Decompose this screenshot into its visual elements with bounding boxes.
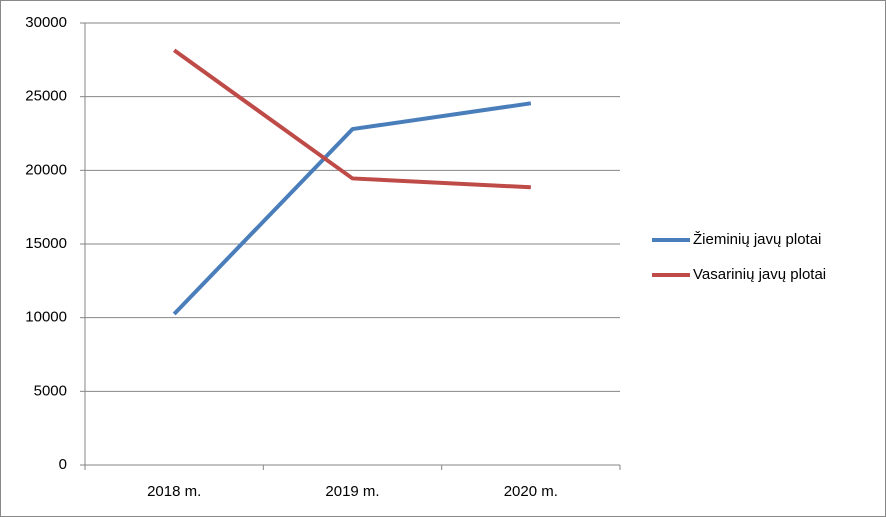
legend-label: Žieminių javų plotai	[693, 231, 821, 248]
y-tick-label: 25000	[25, 88, 67, 105]
x-tick-label: 2019 m.	[325, 483, 379, 500]
y-tick-label: 10000	[25, 309, 67, 326]
y-tick-label: 15000	[25, 235, 67, 252]
y-tick-label: 30000	[25, 14, 67, 31]
series-line	[172, 101, 532, 316]
x-tick-label: 2018 m.	[147, 483, 201, 500]
x-tick-label: 2020 m.	[504, 483, 558, 500]
y-tick-label: 5000	[34, 382, 67, 399]
series-line	[172, 48, 531, 190]
y-tick-label: 20000	[25, 161, 67, 178]
y-tick-label: 0	[59, 456, 67, 473]
legend-label: Vasarinių javų plotai	[693, 266, 826, 283]
